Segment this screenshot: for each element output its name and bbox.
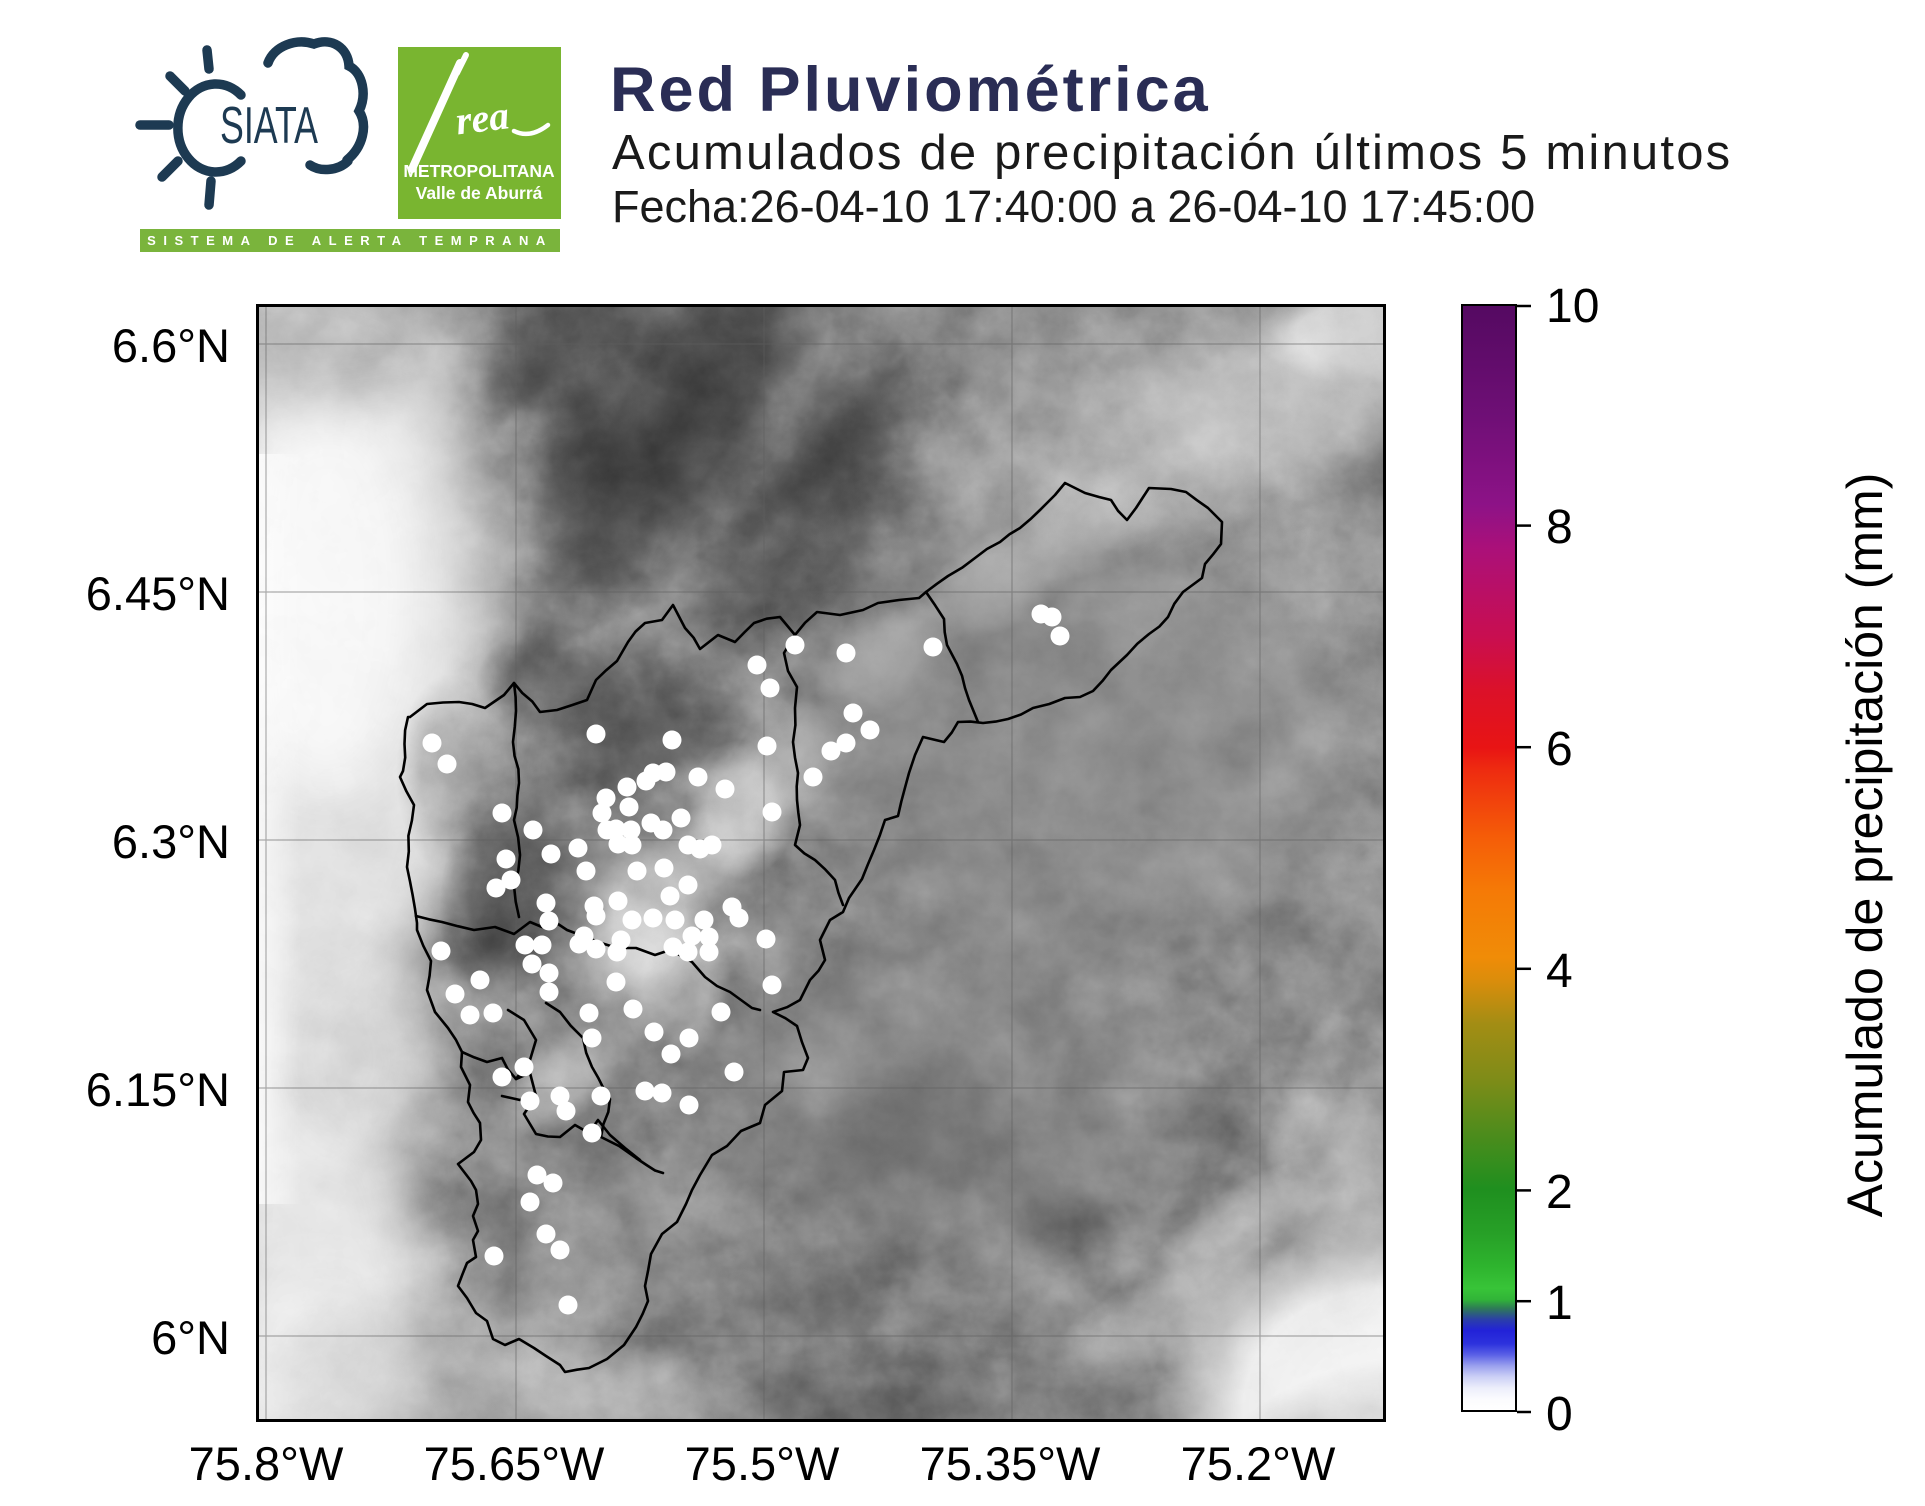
svg-text:rea: rea: [453, 92, 511, 143]
svg-text:Valle de Aburrá: Valle de Aburrá: [416, 183, 543, 203]
svg-text:SIATA: SIATA: [220, 97, 318, 155]
svg-text:METROPOLITANA: METROPOLITANA: [403, 161, 555, 181]
